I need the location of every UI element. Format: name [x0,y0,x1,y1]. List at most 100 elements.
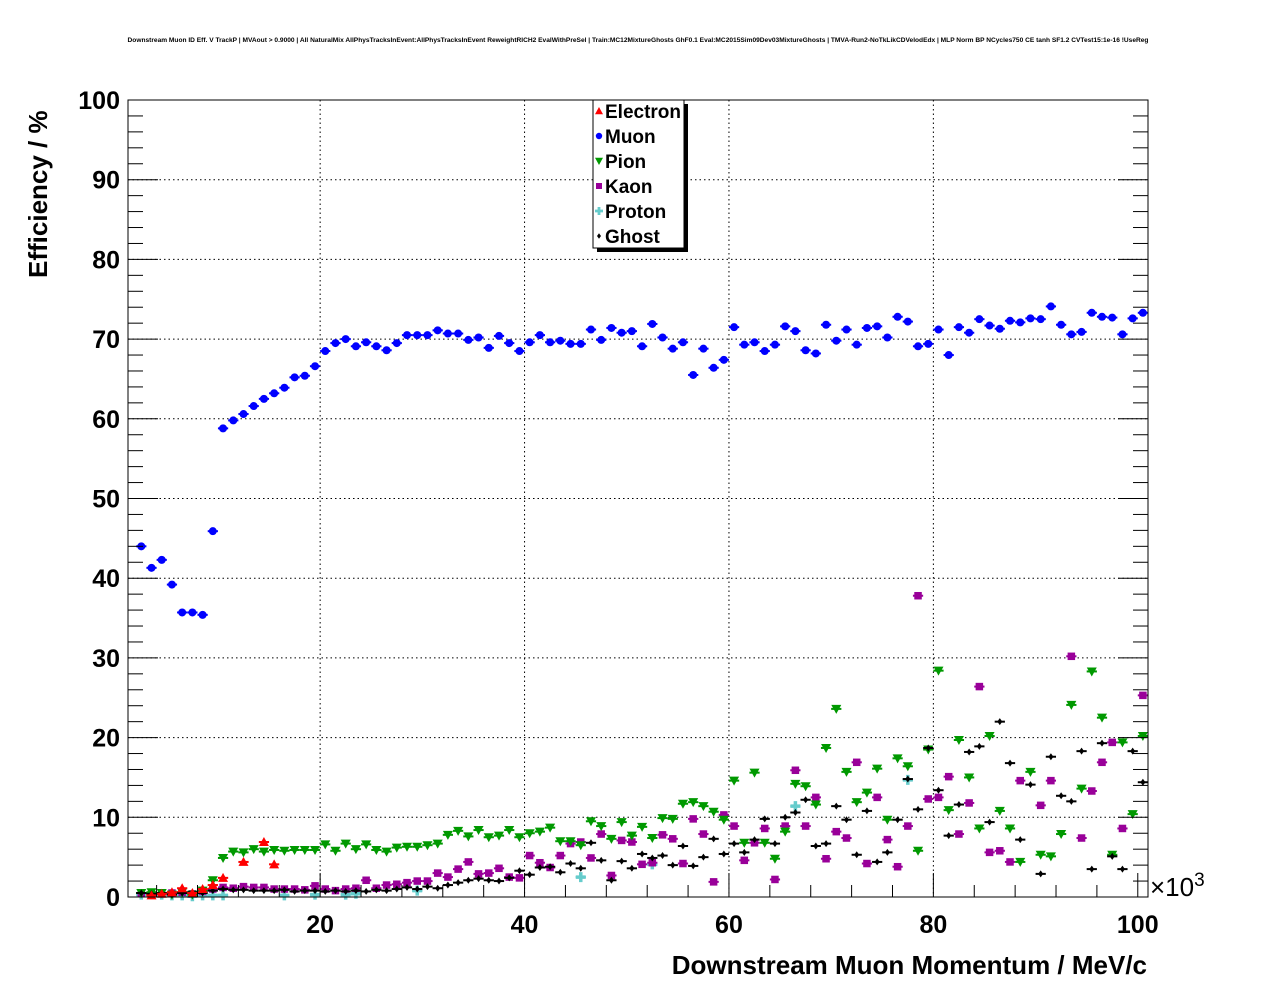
ghost-point [721,850,727,858]
muon-point [1057,320,1066,329]
pion-point [688,798,699,808]
pion-point [637,822,648,832]
kaon-point [791,766,800,775]
kaon-point [883,835,892,844]
ghost-point [772,840,778,848]
ghost-point [404,883,410,891]
muon-point [1098,312,1107,321]
ghost-point [966,748,972,756]
kaon-point [1139,691,1147,700]
y-axis-title: Efficiency / % [23,110,53,278]
pion-point [626,831,637,841]
muon-point [219,424,228,433]
muon-point [1138,308,1147,317]
kaon-point [863,859,871,868]
muon-point [454,329,463,338]
y-tick-label: 10 [92,804,120,832]
muon-point [321,347,330,356]
legend-marker-proton-icon [595,207,603,215]
muon-point [975,315,984,324]
proton-point [575,872,586,883]
muon-point [924,339,933,348]
kaon-point [924,795,933,803]
ghost-point [823,840,829,848]
muon-point [862,323,871,332]
legend-marker-electron-icon [595,107,603,115]
ghost-point [1119,865,1125,873]
x-tick-label: 20 [306,911,334,939]
muon-point [1026,314,1035,323]
kaon-point [781,822,789,830]
ghost-point [1038,870,1044,878]
pion-point [524,829,535,839]
pion-point [1025,767,1036,777]
muon-point [965,328,974,337]
ghost-point [803,796,809,804]
muon-point [249,402,258,411]
pion-point [861,788,872,798]
kaon-point [536,858,544,867]
ghost-point [639,850,645,858]
muon-point [1046,302,1055,311]
ghost-point [424,883,430,891]
ghost-point [987,818,993,826]
kaon-point [638,860,646,869]
ghost-point [414,885,420,893]
y-tick-label: 40 [92,565,120,593]
muon-point [147,563,156,572]
kaon-point [525,851,534,860]
muon-point [259,394,268,403]
x-tick-label: 40 [511,911,539,939]
muon-point [495,331,504,340]
pion-point [1086,667,1097,677]
kaon-point [944,772,953,781]
kaon-point [893,862,902,871]
pion-point [739,838,750,848]
muon-point [464,335,473,344]
ghost-point [476,875,482,883]
kaon-point [1077,834,1086,842]
muon-point [392,339,401,348]
pion-point [872,764,883,774]
muon-point [403,331,412,340]
ghost-point [220,885,226,893]
ghost-point [281,886,287,894]
ghost-point [680,842,686,850]
muon-point [822,320,831,329]
pion-point [667,814,678,824]
muon-point [341,335,350,344]
pion-point [810,800,821,810]
kaon-point [362,876,370,885]
kaon-point [617,836,626,845]
ghost-point [568,860,574,868]
ghost-point [312,887,318,895]
pion-point [953,735,964,745]
muon-point [627,327,636,336]
muon-point [842,325,851,334]
muon-point [474,333,483,342]
ghost-point [711,835,717,843]
muon-point [699,344,708,353]
muon-point [934,325,943,334]
pion-point [769,854,780,864]
series-muon [136,302,1148,619]
muon-point [617,328,626,337]
muon-point [678,338,687,347]
pion-point [1056,830,1067,840]
kaon-point [648,858,657,867]
legend-marker-pion-icon [595,157,603,165]
ghost-point [813,842,819,850]
ghost-point [670,861,676,869]
y-tick-label: 90 [92,167,120,195]
pion-point [238,848,249,858]
pion-point [545,823,556,833]
pion-point [698,802,709,812]
muon-point [607,323,616,332]
ghost-point [240,886,246,894]
kaon-point [852,758,861,767]
ghost-point [251,887,257,895]
kaon-point [955,830,963,838]
muon-point [689,370,698,379]
muon-point [668,344,677,353]
legend-label-kaon: Kaon [605,177,653,198]
